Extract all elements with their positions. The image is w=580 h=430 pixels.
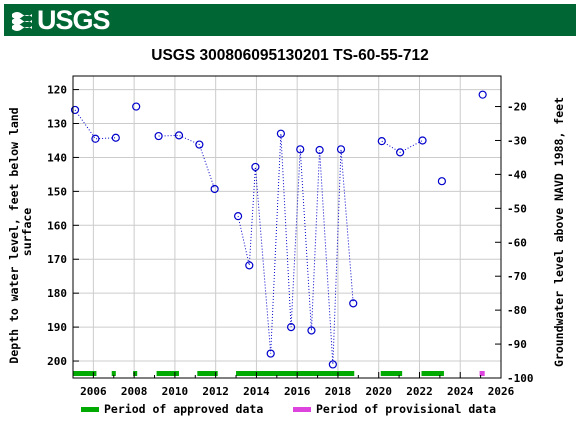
legend-provisional-swatch	[293, 407, 311, 412]
left-axis-label: Depth to water level, feet below land su…	[7, 100, 34, 363]
x-tick-label: 2020	[365, 385, 392, 398]
data-point	[210, 184, 219, 194]
approved-period-bar	[133, 371, 138, 376]
data-point	[336, 145, 346, 154]
left-tick-label: 180	[47, 287, 67, 300]
usgs-wave-icon	[12, 12, 32, 31]
right-tick-label: -50	[507, 202, 527, 215]
data-point	[349, 299, 358, 308]
provisional-period-bar	[479, 371, 485, 376]
data-point	[266, 349, 275, 358]
data-period-bars	[73, 371, 485, 376]
x-tick-label: 2014	[243, 385, 270, 398]
left-tick-label: 170	[47, 253, 67, 266]
left-axis-ticks: 120 130 140 150 160 170 180 190 200	[47, 84, 79, 368]
left-tick-label: 160	[47, 219, 67, 232]
data-point	[328, 360, 337, 369]
x-tick-label: 2022	[406, 385, 433, 398]
right-tick-label: -40	[507, 168, 527, 181]
data-point	[418, 136, 427, 145]
data-point	[286, 323, 296, 332]
legend-approved-swatch	[81, 407, 99, 412]
approved-period-bar	[156, 371, 179, 376]
x-tick-label: 2018	[325, 385, 352, 398]
legend-provisional-label: Period of provisional data	[316, 402, 496, 416]
connector-line	[381, 140, 423, 153]
approved-period-bar	[111, 371, 116, 376]
chart-title: USGS 300806095130201 TS-60-55-712	[151, 47, 428, 64]
x-tick-label: 2008	[121, 385, 148, 398]
data-point	[233, 212, 243, 221]
data-point	[478, 90, 487, 99]
x-tick-label: 2010	[162, 385, 189, 398]
usgs-logo: USGS	[10, 4, 111, 35]
approved-period-bar	[236, 371, 355, 376]
right-tick-label: -70	[507, 270, 527, 283]
grid-lines	[73, 76, 502, 378]
right-tick-label: -30	[507, 134, 527, 147]
right-tick-label: -60	[507, 236, 527, 249]
data-point	[174, 131, 184, 140]
data-point	[154, 131, 163, 141]
data-point	[132, 102, 141, 111]
data-point	[195, 140, 204, 149]
left-tick-label: 140	[47, 151, 67, 164]
data-point	[91, 134, 100, 143]
right-tick-label: -20	[507, 101, 527, 114]
data-point	[296, 145, 305, 154]
data-point	[377, 137, 386, 146]
approved-period-bar	[421, 371, 444, 376]
approved-period-bar	[380, 371, 403, 376]
approved-period-bar	[73, 371, 97, 376]
left-axis-label-line2: surface	[20, 208, 34, 257]
right-tick-label: -100	[507, 372, 534, 385]
x-tick-label: 2012	[202, 385, 229, 398]
data-point	[437, 177, 446, 186]
right-tick-label: -80	[507, 304, 527, 317]
left-tick-label: 190	[47, 321, 67, 334]
data-point	[245, 261, 254, 270]
left-axis-label-line1: Depth to water level, feet below land	[7, 107, 21, 363]
right-axis-ticks: -20 -30 -40 -50 -60 -70 -80 -90 -100	[495, 101, 534, 385]
connector-line	[158, 134, 216, 190]
data-point	[276, 129, 285, 138]
plot-frame	[72, 75, 502, 379]
x-tick-label: 2026	[488, 385, 515, 398]
data-point	[111, 133, 120, 142]
connector-line	[74, 109, 116, 140]
right-tick-label: -90	[507, 338, 527, 351]
left-tick-label: 130	[47, 118, 67, 131]
data-point	[307, 326, 316, 335]
data-points	[70, 90, 487, 369]
x-tick-label: 2024	[447, 385, 474, 398]
usgs-header-banner: USGS	[4, 4, 576, 36]
legend-approved-label: Period of approved data	[104, 402, 263, 416]
approved-period-bar	[197, 371, 218, 376]
x-tick-label: 2016	[284, 385, 311, 398]
usgs-logo-text: USGS	[37, 4, 111, 35]
left-tick-label: 120	[47, 84, 67, 97]
left-tick-label: 200	[47, 355, 67, 368]
legend: Period of approved data Period of provis…	[81, 402, 496, 416]
data-point	[396, 148, 405, 157]
data-point	[70, 105, 80, 115]
x-tick-label: 2006	[80, 385, 107, 398]
x-axis-ticks: 2006 2008 2010 2012 2014 2016 2018 2020 2022 2024…	[72, 372, 515, 398]
data-point	[315, 145, 324, 155]
right-axis-label: Groundwater level above NAVD 1988, feet	[552, 97, 566, 367]
data-point	[251, 162, 260, 172]
connector-line	[237, 133, 354, 365]
left-tick-label: 150	[47, 185, 67, 198]
connector-lines	[74, 109, 423, 365]
